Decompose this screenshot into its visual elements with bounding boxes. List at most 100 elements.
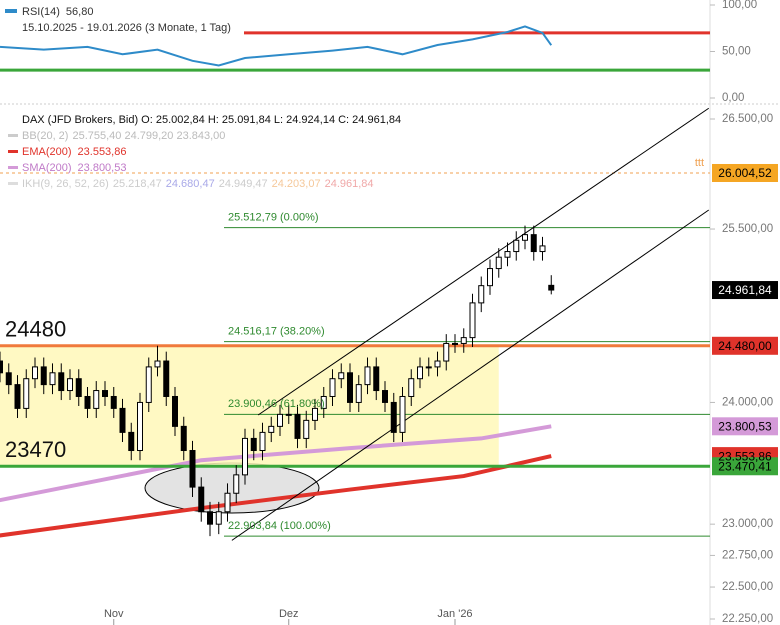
candle-body xyxy=(198,486,205,513)
price-box-label: 23.800,53 xyxy=(718,419,772,433)
fib-label: 24.516,17 (38.20%) xyxy=(228,325,325,337)
zone xyxy=(0,345,499,467)
ikh-legend: IKH(9, 26, 52, 26) 25.218,47 24.680,47 24.9… xyxy=(22,178,374,190)
candle-body xyxy=(513,239,520,253)
price-box-label: 24.961,84 xyxy=(718,283,772,297)
sma-legend: SMA(200) 23.800,53 xyxy=(22,162,126,174)
candle-body xyxy=(320,395,327,409)
candle-body xyxy=(58,372,65,392)
candle-body xyxy=(180,425,187,452)
candle-body xyxy=(0,360,3,374)
ema-name: EMA(200) xyxy=(22,146,72,158)
candle-body xyxy=(259,431,266,452)
candle-body xyxy=(373,366,380,392)
candle-body xyxy=(364,366,371,386)
main-legend: DAX (JFD Brokers, Bid) O: 25.002,84 H: 2… xyxy=(22,114,401,126)
ikh-name: IKH(9, 26, 52, 26) xyxy=(22,178,109,190)
fib-label: 25.512,79 (0.00%) xyxy=(228,211,319,223)
candle-body xyxy=(548,284,555,291)
candle-body xyxy=(530,234,537,253)
candle-body xyxy=(452,342,458,345)
rsi-legend: RSI(14) 56,80 xyxy=(22,6,93,18)
candle-body xyxy=(268,425,275,433)
level-label: 24480 xyxy=(5,317,66,342)
price-box-label: 24.480,00 xyxy=(718,339,772,353)
rsi-name: RSI(14) xyxy=(22,6,60,18)
candle-body xyxy=(355,384,362,403)
sma-name: SMA(200) xyxy=(22,162,72,174)
y-tick-label: 22.250,00 xyxy=(722,613,773,625)
rsi-tick-label: 100,00 xyxy=(722,0,757,11)
candle-body xyxy=(478,285,485,304)
candle-body xyxy=(32,366,38,380)
indicator-line xyxy=(0,454,552,538)
marks xyxy=(0,4,778,625)
candle-body xyxy=(49,372,56,386)
indicator-line xyxy=(0,424,552,503)
candle-body xyxy=(294,413,301,439)
candle-body xyxy=(23,378,30,409)
price-box xyxy=(712,336,778,355)
y-tick-label: 23.000,00 xyxy=(722,518,773,530)
candle-body xyxy=(75,378,82,397)
ttt-label: ttt xyxy=(695,157,704,169)
candle-body xyxy=(67,378,73,392)
price-box xyxy=(712,417,778,436)
candle-body xyxy=(312,407,318,421)
price-box xyxy=(712,457,778,476)
candle-body xyxy=(469,302,476,339)
candle-body xyxy=(285,413,292,416)
candle-body xyxy=(425,366,432,369)
candle-body xyxy=(154,360,161,368)
candle-body xyxy=(233,474,240,494)
candle-body xyxy=(172,395,178,427)
sma-swatch xyxy=(8,166,18,169)
candle-body xyxy=(102,390,108,397)
candle-body xyxy=(84,395,91,409)
candle-body xyxy=(163,360,170,397)
ikh-value: 25.218,47 xyxy=(113,178,162,190)
candle-body xyxy=(487,268,493,287)
candle-body xyxy=(347,372,353,403)
rsi-range: 15.10.2025 - 19.01.2026 (3 Monate, 1 Tag… xyxy=(22,22,231,34)
candle-body xyxy=(5,372,12,386)
candle-body xyxy=(14,384,21,409)
sma-value: 23.800,53 xyxy=(78,162,127,174)
price-box-label: 23.553,86 xyxy=(718,449,772,463)
y-tick-label: 25.500,00 xyxy=(722,223,773,235)
candle-body xyxy=(495,256,502,270)
candle-body xyxy=(250,437,257,452)
rsi-line xyxy=(0,25,553,67)
ikh-value: 24.680,47 xyxy=(166,178,215,190)
candle-body xyxy=(40,366,47,386)
candle-body xyxy=(119,407,126,433)
bb-swatch xyxy=(8,134,18,137)
bb-values: 25.755,40 24.799,20 23.843,00 xyxy=(72,130,225,142)
bb-legend: BB(20, 2) 25.755,40 24.799,20 23.843,00 xyxy=(22,130,225,142)
y-tick-label: 22.750,00 xyxy=(722,549,773,561)
price-box-label: 26.004,52 xyxy=(718,166,772,180)
candle-body xyxy=(93,390,100,409)
candle-body xyxy=(215,511,222,525)
ikh-value: 24.961,84 xyxy=(325,178,374,190)
x-tick-label: Nov xyxy=(104,608,124,620)
candle-body xyxy=(443,342,450,362)
candle-body xyxy=(539,245,546,253)
price-box xyxy=(712,281,778,300)
candle-body xyxy=(460,337,467,344)
candle-body xyxy=(399,395,406,433)
candle-body xyxy=(382,390,388,403)
ikh-value: 24.949,47 xyxy=(219,178,268,190)
candle-body xyxy=(303,419,310,439)
ikh-swatch xyxy=(8,182,18,185)
ema-legend: EMA(200) 23.553,86 xyxy=(22,146,126,158)
candle-body xyxy=(504,251,511,258)
candle-body xyxy=(522,234,528,241)
candle-body xyxy=(408,378,415,397)
channel-line xyxy=(231,209,710,541)
candle-body xyxy=(128,431,135,452)
y-tick-label: 26.500,00 xyxy=(722,113,773,125)
rsi-value: 56,80 xyxy=(66,6,94,18)
candle-body xyxy=(434,360,441,368)
